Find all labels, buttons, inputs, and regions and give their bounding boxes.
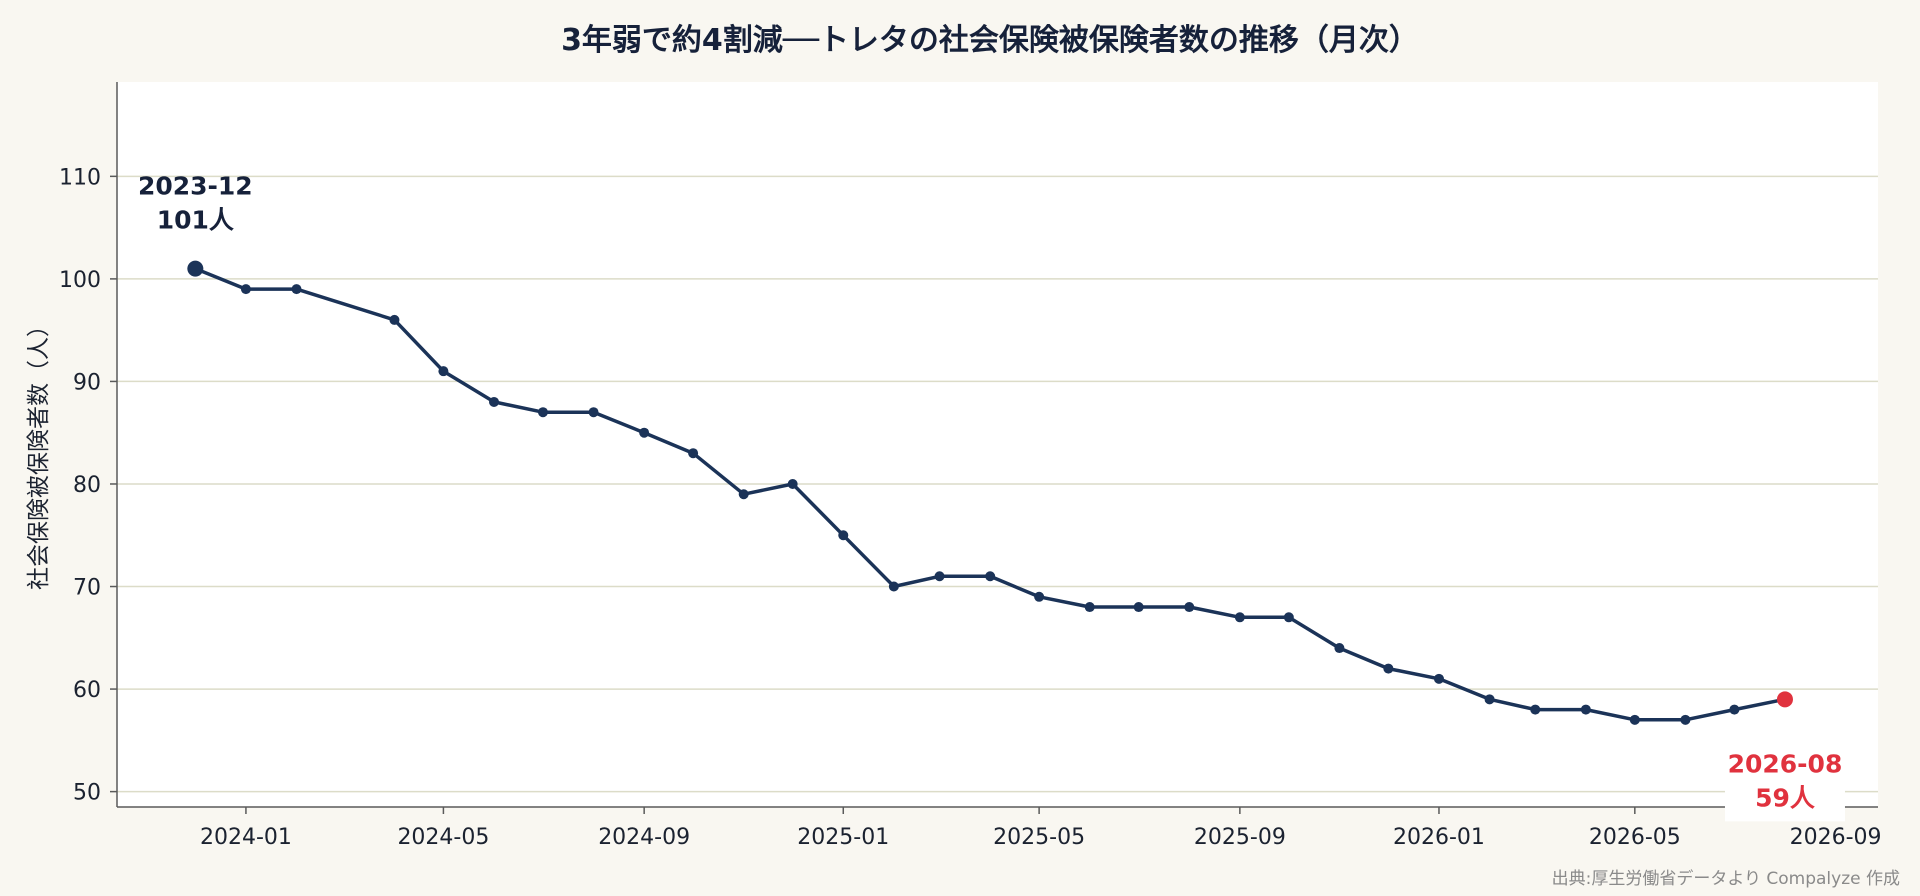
- y-tick-label: 60: [73, 678, 101, 703]
- data-point: [1283, 612, 1294, 623]
- x-tick-label: 2025-01: [797, 825, 889, 850]
- data-point: [688, 448, 699, 459]
- data-point: [1184, 602, 1195, 613]
- data-point: [1484, 694, 1495, 705]
- data-point: [738, 489, 749, 500]
- y-tick-label: 80: [73, 473, 101, 498]
- y-tick-label: 90: [73, 370, 101, 395]
- data-point: [389, 314, 400, 325]
- data-point: [985, 571, 996, 582]
- data-point: [1530, 704, 1541, 715]
- data-point: [588, 407, 599, 418]
- data-point: [291, 284, 302, 295]
- data-point: [537, 407, 548, 418]
- annotation-date: 2023-12: [138, 172, 253, 201]
- start-point: [187, 260, 204, 277]
- data-point: [1680, 714, 1691, 725]
- data-point: [1234, 612, 1245, 623]
- annotation-date: 2026-08: [1728, 749, 1843, 778]
- series-layer: [187, 260, 1793, 725]
- data-point: [1729, 704, 1740, 715]
- y-tick-label: 100: [59, 268, 101, 293]
- y-tick-label: 110: [59, 165, 101, 190]
- data-point: [1629, 714, 1640, 725]
- data-point: [787, 478, 798, 489]
- x-tick-label: 2025-09: [1194, 825, 1286, 850]
- grid-lines: [117, 175, 1878, 793]
- x-tick-label: 2024-05: [397, 825, 489, 850]
- end-point: [1776, 691, 1793, 708]
- data-point: [1580, 704, 1591, 715]
- x-ticks: 2024-01 2024-05 2024-09 2025-01 2025-05 2025-…: [200, 807, 1882, 850]
- x-tick-label: 2024-09: [598, 825, 690, 850]
- data-point: [1383, 663, 1394, 674]
- y-tick-label: 50: [73, 781, 101, 806]
- source-note: 出典:厚生労働省データより Compalyze 作成: [1552, 868, 1900, 889]
- data-point: [1334, 643, 1345, 654]
- data-point: [639, 427, 650, 438]
- x-tick-label: 2026-05: [1589, 825, 1681, 850]
- data-point: [888, 581, 899, 592]
- chart-title: 3年弱で約4割減──トレタの社会保険被保険者数の推移（月次）: [561, 23, 1419, 58]
- data-point: [1034, 591, 1045, 602]
- annotation-box: [1724, 747, 1845, 822]
- series-line: [193, 266, 1787, 722]
- x-tick-label: 2026-09: [1790, 825, 1882, 850]
- data-point: [240, 284, 251, 295]
- annotation-value: 59人: [1755, 783, 1815, 812]
- annotations: 2023-12 101人 2026-08 59人: [138, 172, 1845, 822]
- data-point: [438, 366, 449, 377]
- x-tick-label: 2024-01: [200, 825, 292, 850]
- y-ticks: 50 60 70 80 90 100 110: [59, 165, 117, 806]
- data-point: [1433, 673, 1444, 684]
- plot-background: [117, 82, 1878, 807]
- data-point: [489, 396, 500, 407]
- annotation-value: 101人: [157, 206, 234, 235]
- y-axis-label: 社会保険被保険者数（人）: [26, 314, 52, 590]
- data-point: [1133, 602, 1144, 613]
- data-point: [838, 530, 849, 541]
- data-point: [934, 571, 945, 582]
- data-point: [1084, 602, 1095, 613]
- x-tick-label: 2025-05: [993, 825, 1085, 850]
- y-tick-label: 70: [73, 576, 101, 601]
- x-tick-label: 2026-01: [1393, 825, 1485, 850]
